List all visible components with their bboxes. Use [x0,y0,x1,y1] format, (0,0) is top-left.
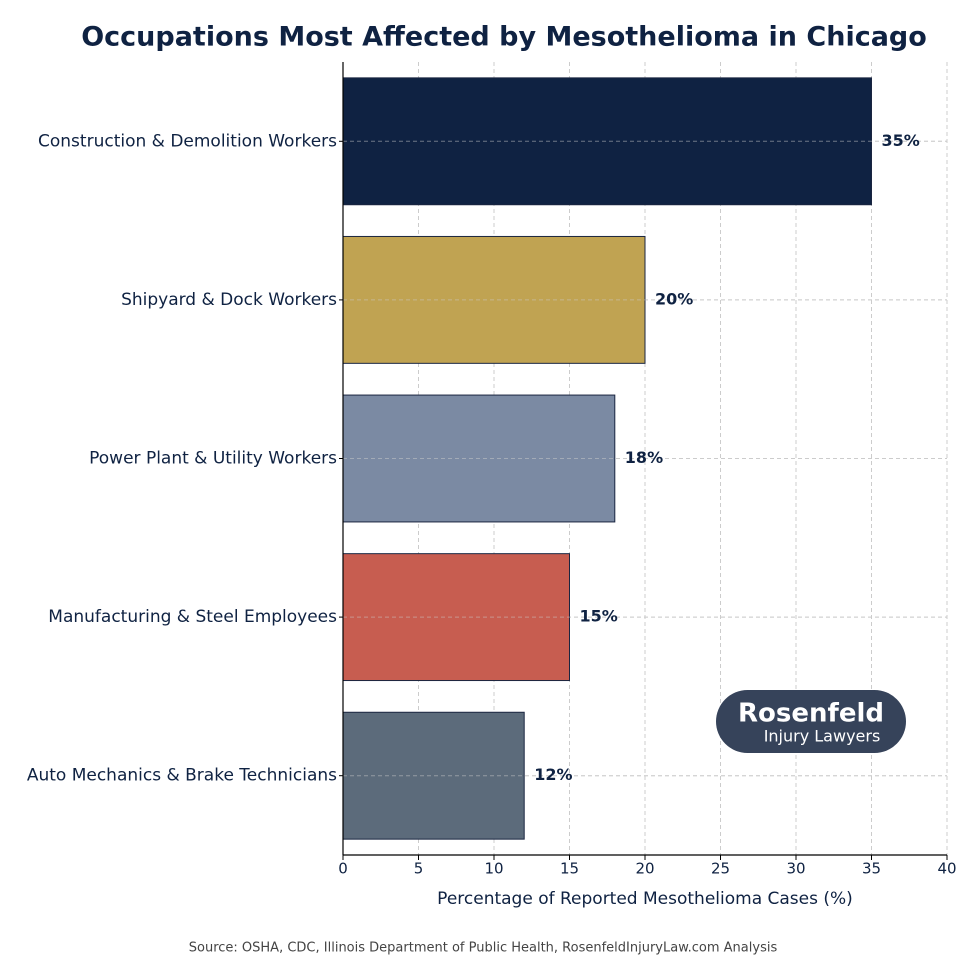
x-tick-label: 15 [560,860,579,878]
value-label: 15% [580,607,618,626]
logo-subtitle: Injury Lawyers [764,727,881,746]
x-tick-label: 20 [635,860,654,878]
x-tick-label: 5 [414,860,424,878]
logo-name: Rosenfeld [738,699,884,729]
bar [342,77,872,206]
x-axis-label: Percentage of Reported Mesothelioma Case… [437,889,853,909]
x-tick-label: 35 [862,860,881,878]
value-label: 12% [534,765,572,784]
x-tick-label: 25 [711,860,730,878]
logo-badge [716,690,906,753]
y-tick-label: Power Plant & Utility Workers [89,449,337,469]
x-tick-label: 10 [484,860,503,878]
y-tick-label: Shipyard & Dock Workers [121,290,337,310]
x-tick-label: 40 [937,860,956,878]
value-label: 20% [655,289,693,308]
y-tick-label: Construction & Demolition Workers [38,131,337,151]
y-tick-label: Auto Mechanics & Brake Technicians [27,766,337,786]
value-label: 35% [882,131,920,150]
x-tick-label: 0 [338,860,348,878]
x-tick-label: 30 [786,860,805,878]
source-note: Source: OSHA, CDC, Illinois Department o… [189,941,778,956]
y-tick-label: Manufacturing & Steel Employees [48,607,337,627]
logo: RosenfeldInjury Lawyers [716,690,906,753]
chart-title: Occupations Most Affected by Mesotheliom… [81,22,927,53]
value-label: 18% [625,448,663,467]
